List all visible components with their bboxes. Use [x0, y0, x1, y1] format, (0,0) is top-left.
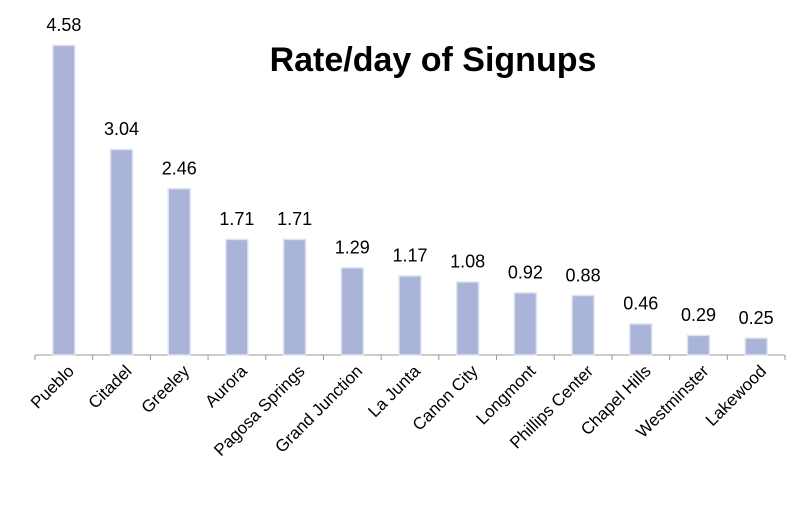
data-label: 2.46	[162, 158, 197, 178]
x-tick-label: Citadel	[85, 362, 136, 413]
data-label: 1.29	[335, 238, 370, 258]
x-tick-label: Pueblo	[27, 362, 78, 413]
data-label: 1.17	[392, 246, 427, 266]
bar	[398, 275, 422, 356]
x-tick-label: Aurora	[201, 361, 251, 411]
data-label: 0.46	[623, 294, 658, 314]
bar	[455, 281, 480, 356]
bar	[686, 334, 711, 356]
x-tick-label: Greeley	[138, 361, 194, 417]
bar	[571, 294, 595, 356]
bar	[109, 148, 134, 356]
bar	[282, 238, 307, 356]
bar	[744, 337, 768, 356]
data-label: 4.58	[46, 15, 81, 35]
x-tick-label: Lakewood	[702, 362, 770, 430]
chart-title: Rate/day of Signups	[270, 41, 597, 79]
bar	[52, 44, 76, 356]
bar	[340, 267, 365, 356]
bar	[629, 323, 653, 356]
bar	[225, 238, 249, 356]
data-label: 3.04	[104, 119, 139, 139]
data-label: 1.08	[450, 252, 485, 272]
data-label: 1.71	[277, 209, 312, 229]
bar	[167, 187, 191, 356]
data-label: 0.25	[739, 308, 774, 328]
bar	[513, 292, 538, 356]
data-label: 1.71	[219, 209, 254, 229]
data-label: 0.88	[566, 265, 601, 285]
data-label: 0.92	[508, 263, 543, 283]
data-label: 0.29	[681, 305, 716, 325]
x-tick-label: La Junta	[364, 361, 424, 421]
